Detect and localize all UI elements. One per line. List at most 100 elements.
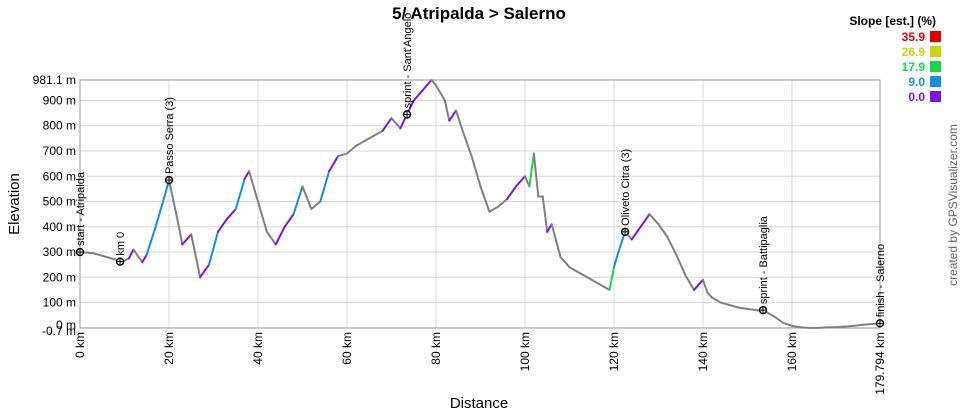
profile-segment (790, 324, 802, 329)
profile-segment (693, 278, 704, 291)
profile-segment (292, 185, 304, 216)
profile-segment (105, 256, 117, 261)
profile-segment (421, 79, 433, 92)
x-tick-label: 60 km (340, 332, 354, 365)
legend-swatch (930, 91, 941, 102)
profile-segment (92, 252, 108, 259)
profile-segment (448, 109, 457, 122)
legend-value: 9.0 (908, 75, 925, 89)
y-tick-label: 200 m (43, 270, 76, 284)
y-tick-label: 500 m (43, 195, 76, 209)
y-tick-label: 300 m (43, 245, 76, 259)
waypoint-label: sprint - Sant'Angelo (402, 13, 414, 109)
y-tick-label: 400 m (43, 220, 76, 234)
profile-segment (176, 220, 184, 246)
profile-segment (234, 177, 246, 211)
profile-segment (559, 256, 571, 269)
x-tick-label: 120 km (607, 332, 621, 371)
profile-segment (532, 152, 540, 198)
y-tick-label: 900 m (43, 93, 76, 107)
profile-segment (310, 200, 322, 211)
y-tick-label: 700 m (43, 144, 76, 158)
waypoint-label: km 0 (115, 232, 127, 256)
profile-segment (470, 155, 482, 188)
y-axis: 981.1 m 900 m 800 m 700 m 600 m 500 m 400 m 300… (33, 73, 76, 338)
profile-segment (328, 155, 340, 173)
profile-segment (181, 233, 193, 246)
profile-segment (648, 213, 660, 226)
legend-swatch (930, 61, 941, 72)
profile-segment (479, 185, 491, 213)
profile-segment (844, 324, 856, 328)
profile-segment (256, 200, 268, 233)
legend: Slope [est.] (%) 35.926.917.99.00.0 (849, 14, 941, 104)
profile-segment (274, 225, 286, 246)
profile-segment (782, 321, 793, 327)
profile-segment (354, 139, 366, 147)
x-axis: 0 km 20 km 40 km 60 km 80 km 100 km 120 km 140 … (73, 332, 887, 395)
waypoint-label: start - Atripalda (75, 171, 87, 246)
profile-segment (154, 195, 166, 228)
x-axis-label: Distance (450, 395, 508, 410)
profile-segment (639, 213, 651, 228)
profile-segment (764, 310, 776, 318)
legend-swatch (930, 31, 941, 42)
profile-segment (497, 197, 509, 208)
profile-segment (515, 175, 526, 188)
profile-segment (550, 223, 562, 259)
chart-title: 5/ Atripalda > Salerno (392, 4, 566, 23)
profile-segment (657, 223, 669, 238)
waypoint-label: Passo Serra (3) (164, 97, 176, 174)
profile-segment (248, 170, 259, 203)
profile-segment (190, 233, 202, 279)
profile-segment (363, 134, 375, 142)
profile-segment (710, 296, 722, 304)
profile-segment (799, 326, 811, 329)
profile-segment (381, 117, 393, 132)
profile-segment (434, 84, 446, 102)
x-tick-label: 80 km (429, 332, 443, 365)
profile-segment (301, 185, 313, 211)
y-tick-label: 0 m (56, 318, 76, 332)
profile-segment (577, 271, 589, 279)
profile-segment (853, 323, 865, 327)
profile-segment (127, 248, 135, 260)
profile-segment (666, 235, 678, 256)
plot-frame (79, 79, 881, 329)
credit-text: created by GPSVisualizer.com (946, 124, 960, 286)
profile-segment (443, 99, 451, 122)
x-tick-label: 100 km (518, 332, 532, 371)
legend-value: 35.9 (902, 30, 926, 44)
y-tick-label: 100 m (43, 296, 76, 310)
legend-value: 0.0 (908, 90, 925, 104)
profile-segment (461, 129, 473, 158)
legend-swatch (930, 46, 941, 57)
y-tick-label: -0.7 m (42, 324, 76, 338)
legend-value: 17.9 (902, 60, 926, 74)
profile-segment (430, 79, 437, 87)
profile-segment (141, 253, 148, 264)
x-tick-label: 20 km (162, 332, 176, 365)
profile-segment (225, 208, 237, 221)
profile-segment (746, 307, 758, 312)
profile-segment (612, 251, 620, 269)
profile-segment (546, 223, 553, 233)
profile-segment (216, 218, 228, 233)
waypoint-layer: start - Atripalda km 0 Passo Serra (3) spri… (75, 13, 887, 328)
profile-segment (773, 315, 785, 324)
profile-segment (728, 304, 740, 309)
y-tick-label: 600 m (43, 169, 76, 183)
x-tick-label: 179.794 km (873, 332, 887, 395)
profile-segment (208, 230, 219, 266)
legend-title: Slope [est.] (%) (849, 14, 936, 28)
profile-segment (345, 144, 357, 155)
profile-segment (390, 117, 402, 130)
profile-segment (506, 185, 518, 200)
profile-segment (706, 291, 713, 299)
profile-segment (265, 230, 277, 246)
y-axis-label: Elevation (6, 173, 23, 235)
profile-segment (586, 276, 598, 284)
profile-segment (488, 205, 500, 213)
profile-segment (737, 306, 749, 310)
profile-segment (319, 170, 331, 203)
